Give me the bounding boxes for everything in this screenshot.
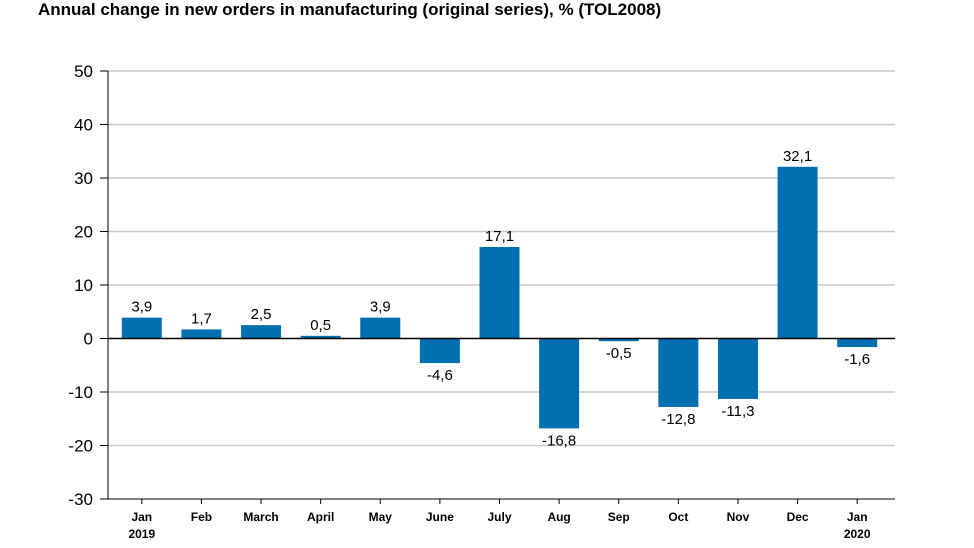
y-tick-label: 10 xyxy=(74,276,93,295)
x-tick-label: July xyxy=(487,510,511,524)
x-tick-label: Aug xyxy=(547,510,570,524)
x-tick-year-label: 2019 xyxy=(128,527,155,541)
data-label: -11,3 xyxy=(721,403,754,420)
y-tick-label: -30 xyxy=(68,490,93,509)
data-label: 1,7 xyxy=(191,310,212,327)
data-label: 32,1 xyxy=(783,148,812,165)
bar xyxy=(539,339,579,429)
data-label: -4,6 xyxy=(427,367,453,384)
y-tick-label: 40 xyxy=(74,116,93,135)
data-label: -16,8 xyxy=(542,432,576,449)
y-tick-label: 50 xyxy=(74,62,93,81)
data-label: 3,9 xyxy=(370,299,391,316)
y-tick-label: 30 xyxy=(74,169,93,188)
data-label: 17,1 xyxy=(485,228,514,245)
x-tick-label: Nov xyxy=(727,510,750,524)
y-tick-label: 0 xyxy=(84,330,93,349)
bar xyxy=(241,325,281,338)
x-tick-label: Feb xyxy=(191,510,212,524)
x-tick-label: Jan xyxy=(847,510,868,524)
data-label: -0,5 xyxy=(606,345,632,362)
x-tick-label: June xyxy=(426,510,454,524)
x-tick-label: Jan xyxy=(131,510,152,524)
y-tick-label: -20 xyxy=(68,437,93,456)
y-tick-label: -10 xyxy=(68,383,93,402)
bar xyxy=(718,339,758,399)
x-tick-label: May xyxy=(369,510,393,524)
bar xyxy=(778,167,818,339)
x-tick-year-label: 2020 xyxy=(844,527,871,541)
data-label: 0,5 xyxy=(310,317,331,334)
bar xyxy=(122,318,162,339)
data-label: -12,8 xyxy=(661,411,695,428)
bar xyxy=(837,339,877,348)
data-label: 3,9 xyxy=(131,299,152,316)
bar xyxy=(360,318,400,339)
bar xyxy=(480,247,520,338)
data-label: -1,6 xyxy=(844,351,870,368)
x-tick-label: Sep xyxy=(608,510,630,524)
x-tick-label: Oct xyxy=(668,510,688,524)
bar xyxy=(658,339,698,407)
bar xyxy=(420,339,460,364)
data-label: 2,5 xyxy=(251,306,272,323)
x-tick-label: Dec xyxy=(787,510,809,524)
x-tick-label: March xyxy=(243,510,278,524)
x-tick-label: April xyxy=(307,510,334,524)
y-tick-label: 20 xyxy=(74,223,93,242)
bar xyxy=(181,329,221,338)
